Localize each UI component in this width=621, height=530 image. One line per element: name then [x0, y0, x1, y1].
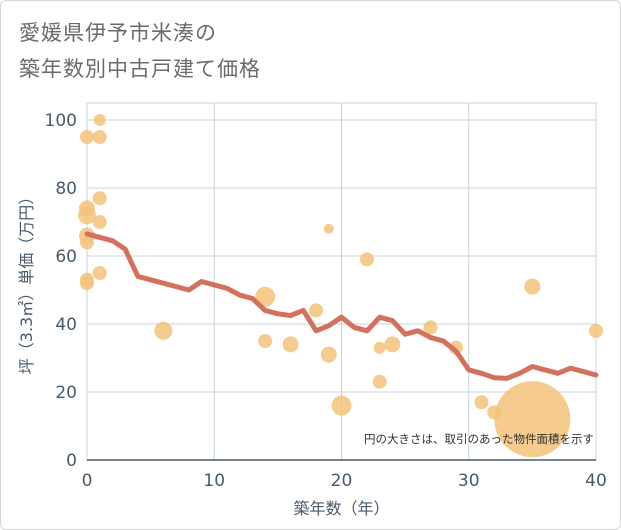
bubble-point — [309, 303, 324, 318]
x-tick-label: 0 — [82, 471, 93, 491]
grid-lines — [86, 102, 597, 461]
chart-title-line1: 愛媛県伊予市米湊の — [19, 21, 217, 45]
bubble-point — [331, 395, 352, 416]
x-tick-label: 40 — [585, 471, 607, 491]
x-axis-label: 築年数（年） — [293, 499, 389, 518]
bubble-point — [93, 114, 106, 126]
bubble-layer — [78, 114, 603, 458]
bubble-point — [320, 346, 337, 363]
x-tick-label: 30 — [458, 471, 480, 491]
bubble-point — [92, 266, 107, 280]
x-tick-label: 20 — [331, 471, 353, 491]
y-tick-label: 100 — [45, 111, 77, 131]
bubble-point — [373, 341, 386, 354]
y-tick-label: 60 — [55, 247, 77, 267]
trend-line — [84, 231, 599, 381]
bubble-size-note: 円の大きさは、取引のあった物件面積を示す — [364, 432, 594, 446]
bubble-point — [80, 276, 94, 291]
bubble-point — [80, 130, 94, 144]
bubble-point — [258, 334, 273, 348]
bubble-point — [92, 130, 107, 144]
bubble-point — [494, 381, 571, 458]
bubble-point — [282, 336, 299, 353]
y-tick-label: 40 — [55, 315, 77, 335]
bubble-point — [80, 235, 94, 250]
bubble-point — [78, 206, 96, 225]
bubble-point — [423, 320, 438, 335]
bubble-point — [255, 286, 276, 307]
tick-labels: 0 10 20 30 40 0 20 40 60 80 100 — [45, 111, 607, 491]
x-tick-label: 10 — [203, 471, 225, 491]
bubble-point — [92, 191, 107, 206]
chart-title-line2: 築年数別中古戸建て価格 — [19, 57, 261, 81]
bubble-point — [323, 223, 334, 234]
bubble-point — [589, 323, 603, 338]
bubble-point — [372, 374, 387, 389]
bubble-point — [92, 215, 107, 229]
bubble-point — [524, 278, 541, 295]
bubble-point — [359, 252, 374, 267]
chart-title: 愛媛県伊予市米湊の 築年数別中古戸建て価格 — [19, 15, 261, 87]
y-tick-label: 0 — [66, 451, 77, 471]
y-tick-label: 20 — [55, 383, 77, 403]
y-axis-label: 坪（3.3㎡）単価（万円） — [17, 189, 36, 374]
y-tick-label: 80 — [55, 179, 77, 199]
trend-line-layer — [84, 231, 599, 381]
bubble-point — [384, 336, 401, 353]
bubble-point — [474, 395, 489, 410]
bubble-point — [154, 321, 173, 340]
